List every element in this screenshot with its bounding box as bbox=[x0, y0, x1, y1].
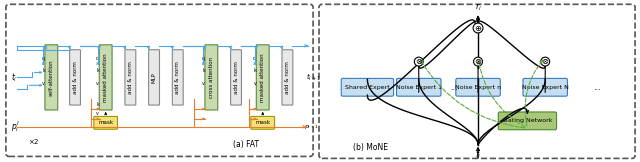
Text: k: k bbox=[202, 69, 205, 73]
Circle shape bbox=[414, 57, 423, 66]
FancyBboxPatch shape bbox=[397, 78, 441, 96]
FancyBboxPatch shape bbox=[499, 112, 557, 130]
Text: self-attention: self-attention bbox=[49, 59, 54, 96]
Text: v: v bbox=[42, 81, 45, 86]
Text: q: q bbox=[42, 56, 45, 61]
Text: Gating Network: Gating Network bbox=[502, 118, 552, 123]
FancyBboxPatch shape bbox=[282, 50, 293, 105]
Text: cross attention: cross attention bbox=[209, 57, 214, 98]
FancyBboxPatch shape bbox=[256, 45, 269, 110]
Text: mask: mask bbox=[98, 120, 113, 125]
Text: v: v bbox=[97, 111, 99, 116]
FancyBboxPatch shape bbox=[94, 116, 118, 129]
Text: q: q bbox=[96, 56, 99, 61]
Text: ⊗: ⊗ bbox=[415, 57, 422, 66]
Text: v: v bbox=[253, 81, 256, 86]
Circle shape bbox=[473, 23, 483, 33]
Text: Noise Expert 1: Noise Expert 1 bbox=[396, 85, 442, 90]
Text: Noise Expert N: Noise Expert N bbox=[522, 85, 568, 90]
Text: k: k bbox=[97, 69, 99, 73]
FancyBboxPatch shape bbox=[99, 45, 112, 110]
Text: q: q bbox=[253, 56, 257, 61]
Text: (a) FAT: (a) FAT bbox=[233, 139, 259, 149]
Text: mask: mask bbox=[255, 120, 270, 125]
FancyBboxPatch shape bbox=[45, 45, 58, 110]
Text: k: k bbox=[42, 69, 45, 73]
Text: ...: ... bbox=[451, 83, 458, 92]
Text: v: v bbox=[202, 81, 205, 86]
Text: add & norm: add & norm bbox=[175, 61, 180, 94]
Text: Noise Expert n: Noise Expert n bbox=[455, 85, 501, 90]
Text: k: k bbox=[97, 102, 99, 107]
Text: MLP: MLP bbox=[152, 72, 157, 83]
Text: masked attention: masked attention bbox=[103, 53, 108, 102]
FancyBboxPatch shape bbox=[341, 78, 394, 96]
Text: ⊕: ⊕ bbox=[474, 23, 481, 33]
Text: $t_{i+1}$: $t_{i+1}$ bbox=[306, 72, 321, 83]
Text: ⊗: ⊗ bbox=[474, 57, 481, 66]
Circle shape bbox=[474, 57, 483, 66]
Text: $p_{i+1}$: $p_{i+1}$ bbox=[304, 123, 319, 131]
Text: add & norm: add & norm bbox=[128, 61, 133, 94]
Text: masked attention: masked attention bbox=[260, 53, 265, 102]
FancyBboxPatch shape bbox=[70, 50, 81, 105]
Text: v: v bbox=[97, 81, 99, 86]
Text: $p_i^l$: $p_i^l$ bbox=[11, 119, 20, 134]
FancyBboxPatch shape bbox=[523, 78, 568, 96]
FancyBboxPatch shape bbox=[125, 50, 136, 105]
Text: $\times 2$: $\times 2$ bbox=[28, 137, 39, 146]
Text: ...: ... bbox=[594, 83, 602, 92]
Text: add & norm: add & norm bbox=[285, 61, 290, 94]
FancyBboxPatch shape bbox=[205, 45, 218, 110]
Text: $t_i$: $t_i$ bbox=[11, 71, 17, 84]
FancyBboxPatch shape bbox=[456, 78, 500, 96]
Text: ⊗: ⊗ bbox=[541, 57, 548, 66]
FancyBboxPatch shape bbox=[148, 50, 159, 105]
Text: Shared Expert: Shared Expert bbox=[345, 85, 390, 90]
Text: (b) MoNE: (b) MoNE bbox=[353, 144, 388, 152]
FancyBboxPatch shape bbox=[251, 116, 275, 129]
Text: k: k bbox=[253, 69, 256, 73]
Text: add & norm: add & norm bbox=[234, 61, 239, 94]
FancyBboxPatch shape bbox=[172, 50, 183, 105]
Text: q: q bbox=[202, 56, 205, 61]
Circle shape bbox=[541, 57, 550, 66]
Text: $f_i$: $f_i$ bbox=[475, 148, 481, 161]
Text: $r_i$: $r_i$ bbox=[474, 1, 481, 13]
FancyBboxPatch shape bbox=[230, 50, 241, 105]
Text: add & norm: add & norm bbox=[72, 61, 77, 94]
